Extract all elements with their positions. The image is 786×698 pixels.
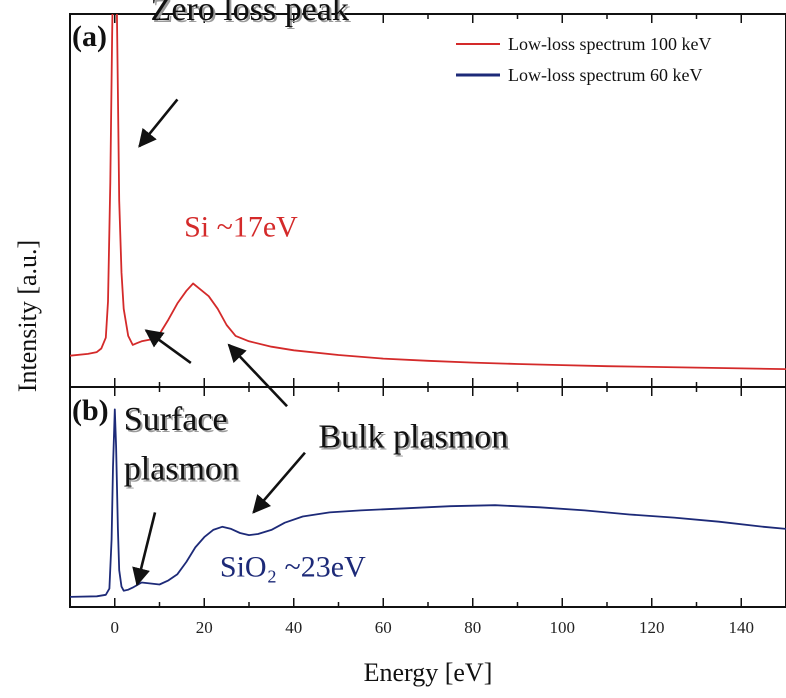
- legend-entry: Low-loss spectrum 60 keV: [508, 65, 702, 85]
- annotation-arrow: [132, 512, 157, 587]
- legend: Low-loss spectrum 100 keV Low-loss spectr…: [456, 34, 711, 85]
- annotation-peak-label: Si ~17eV: [184, 211, 298, 244]
- annotation-shadow: Zero loss peak: [153, 0, 351, 30]
- annotation-label: Surface: [124, 401, 228, 438]
- annotation-label: plasmon: [124, 450, 239, 487]
- annotation-arrow: [227, 343, 288, 408]
- x-tick-label: 20: [196, 618, 213, 637]
- x-tick-label: 80: [464, 618, 481, 637]
- annotation-shadow: Surface: [126, 403, 230, 440]
- series-line-60kev: [70, 408, 786, 598]
- annotation-shadow: plasmon: [126, 452, 241, 489]
- x-tick-label: 0: [111, 618, 120, 637]
- panel-tag-b: (b): [72, 394, 109, 427]
- x-axis: 0 20 40 60 80 100 120 140: [69, 14, 786, 637]
- x-tick-label: 40: [285, 618, 302, 637]
- annotation-arrow: [144, 329, 192, 365]
- x-axis-title: Energy [eV]: [364, 658, 493, 687]
- annotation-arrow: [252, 451, 306, 514]
- annotation-label: Zero loss peak: [151, 0, 349, 28]
- series-group-b: [70, 408, 786, 598]
- annotation-arrow: [138, 98, 179, 148]
- annotation-peak-label: SiO₂ ~23eV: [220, 550, 366, 583]
- series-group-a: [70, 14, 786, 370]
- x-tick-label: 60: [375, 618, 392, 637]
- x-tick-label: 140: [729, 618, 755, 637]
- x-tick-label: 100: [550, 618, 576, 637]
- y-axis-title: Intensity [a.u.]: [13, 240, 42, 392]
- series-line-100kev: [70, 14, 786, 370]
- legend-entry: Low-loss spectrum 100 keV: [508, 34, 711, 54]
- series-layer: (a) (b): [70, 14, 786, 598]
- annotation-shadow: Bulk plasmon: [320, 421, 510, 458]
- panel-tag-a: (a): [72, 20, 107, 53]
- x-tick-label: 120: [639, 618, 665, 637]
- annotation-label: Bulk plasmon: [318, 419, 508, 456]
